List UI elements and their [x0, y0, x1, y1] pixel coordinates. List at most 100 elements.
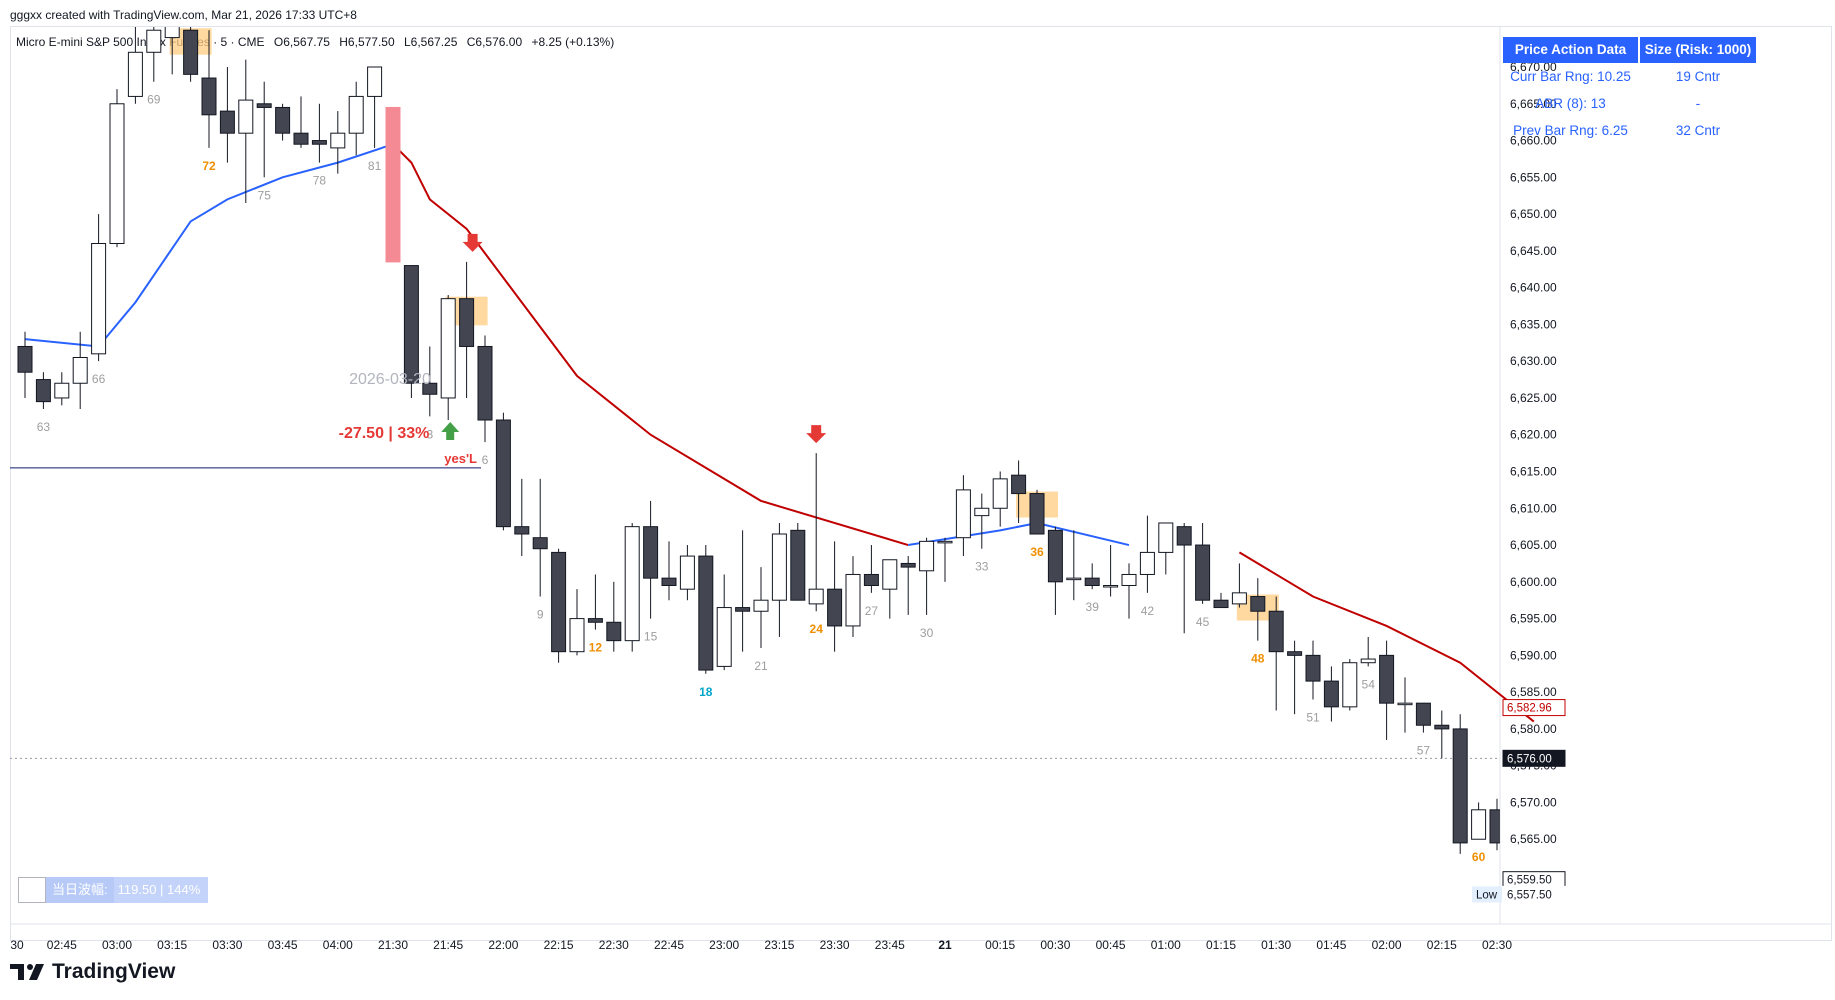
y-tick-label: 6,600.00 — [1510, 575, 1557, 589]
candle-bull[interactable] — [569, 618, 585, 653]
candle-bear[interactable] — [643, 526, 659, 579]
candle-bull[interactable] — [624, 526, 640, 642]
low-tag-label: Low — [1476, 889, 1498, 901]
candle-bull[interactable] — [348, 95, 364, 134]
candle-bull[interactable] — [845, 573, 861, 627]
candle-bull[interactable] — [808, 588, 824, 605]
panel-header-price-action: Price Action Data — [1503, 37, 1638, 63]
candle-bull[interactable] — [164, 23, 180, 39]
daily-range-box: 当日波幅: 119.50 | 144% — [18, 877, 209, 903]
candle-bear[interactable] — [514, 526, 530, 535]
candle-bull[interactable] — [238, 99, 254, 134]
y-tick-label: 6,595.00 — [1510, 612, 1557, 626]
candle-bull[interactable] — [1397, 702, 1413, 706]
candle-bull[interactable] — [679, 555, 695, 590]
candle-bull[interactable] — [1103, 584, 1119, 588]
candle-bull[interactable] — [127, 51, 143, 97]
candle-bear[interactable] — [495, 419, 511, 528]
candle-bull[interactable] — [882, 559, 898, 590]
candle-bear[interactable] — [735, 607, 751, 612]
candle-bull[interactable] — [1360, 658, 1376, 664]
bar-count-label: 72 — [202, 159, 216, 173]
y-tick-label: 6,635.00 — [1510, 317, 1557, 331]
tradingview-logo[interactable]: TradingView — [10, 960, 175, 984]
candle-bull[interactable] — [771, 533, 787, 601]
candle-bear[interactable] — [1305, 654, 1321, 682]
ohlc-high: H6,577.50 — [339, 35, 395, 49]
candle-bear[interactable] — [477, 345, 493, 421]
candle-bear[interactable] — [1287, 651, 1303, 656]
panel-header-size: Size (Risk: 1000) — [1640, 37, 1756, 63]
candle-bear[interactable] — [1213, 599, 1229, 609]
candle-bear[interactable] — [201, 77, 217, 116]
bar-count-label: 78 — [313, 174, 327, 188]
x-tick-label: 02:15 — [1427, 938, 1457, 952]
candle-bear[interactable] — [1323, 680, 1339, 708]
candle-bear[interactable] — [1195, 544, 1211, 601]
candle-bull[interactable] — [937, 540, 953, 544]
candle-bear[interactable] — [1176, 526, 1192, 546]
price-action-panel: Price Action Data Size (Risk: 1000) Curr… — [1503, 37, 1756, 144]
candle-bear[interactable] — [532, 537, 548, 550]
candle-bear[interactable] — [17, 345, 33, 373]
candle-bear[interactable] — [1489, 809, 1504, 844]
yesterday-low-label: yes'L — [444, 451, 477, 466]
candle-bear[interactable] — [606, 621, 622, 642]
candle-bull[interactable] — [992, 478, 1008, 509]
candle-bull[interactable] — [1158, 522, 1174, 553]
candle-bear[interactable] — [183, 29, 199, 75]
candle-bear[interactable] — [35, 379, 51, 403]
candle-bear[interactable] — [1434, 724, 1450, 730]
candle-bear[interactable] — [1029, 493, 1045, 535]
candle-bear[interactable] — [790, 529, 806, 601]
x-tick-label: 02:45 — [47, 938, 77, 952]
candle-bear[interactable] — [1452, 728, 1468, 844]
candle-bull[interactable] — [974, 507, 990, 517]
candle-bear[interactable] — [1415, 702, 1431, 726]
candle-bear[interactable] — [661, 577, 677, 586]
y-tick-label: 6,590.00 — [1510, 648, 1557, 662]
candle-bull[interactable] — [1231, 592, 1247, 605]
candle-bull[interactable] — [440, 298, 456, 399]
candle-bear[interactable] — [1250, 596, 1266, 612]
candle-bear[interactable] — [698, 555, 714, 671]
candle-bull[interactable] — [54, 382, 70, 399]
candle-bear[interactable] — [219, 110, 235, 134]
candle-bull[interactable] — [1471, 809, 1487, 840]
candle-bear[interactable] — [1047, 529, 1063, 583]
candle-bull[interactable] — [919, 540, 935, 572]
candle-bull[interactable] — [109, 103, 125, 245]
candle-bull[interactable] — [91, 243, 107, 355]
candle-bull[interactable] — [1066, 577, 1082, 581]
candle-bull[interactable] — [1342, 662, 1358, 708]
candle-bear[interactable] — [422, 382, 438, 395]
candle-bear[interactable] — [587, 618, 603, 623]
candle-bear[interactable] — [1268, 610, 1284, 653]
candle-bull[interactable] — [367, 66, 383, 97]
candle-bull[interactable] — [330, 132, 346, 149]
candle-bull[interactable] — [1121, 573, 1137, 586]
candle-bear[interactable] — [1011, 474, 1027, 495]
candle-bear[interactable] — [900, 562, 916, 568]
candle-bear[interactable] — [275, 106, 291, 134]
candle-bear[interactable] — [551, 551, 567, 653]
candle-bull[interactable] — [955, 489, 971, 539]
candle-bear[interactable] — [1084, 577, 1100, 586]
candle-bull[interactable] — [146, 29, 162, 53]
y-tick-label: 6,650.00 — [1510, 207, 1557, 221]
candle-bull[interactable] — [72, 357, 88, 384]
candle-bear[interactable] — [403, 265, 419, 384]
candle-bear[interactable] — [1379, 654, 1395, 704]
candle-bear[interactable] — [827, 588, 843, 627]
candle-bear[interactable] — [863, 573, 879, 586]
x-tick-label: 21:45 — [433, 938, 463, 952]
candle-bear[interactable] — [311, 140, 327, 145]
candle-bear[interactable] — [385, 106, 401, 263]
candle-bull[interactable] — [716, 607, 732, 667]
candle-bull[interactable] — [753, 599, 769, 612]
candle-bear[interactable] — [459, 298, 475, 347]
candle-bull[interactable] — [1139, 551, 1155, 575]
candle-bear[interactable] — [256, 103, 272, 108]
candle-bear[interactable] — [293, 132, 309, 145]
